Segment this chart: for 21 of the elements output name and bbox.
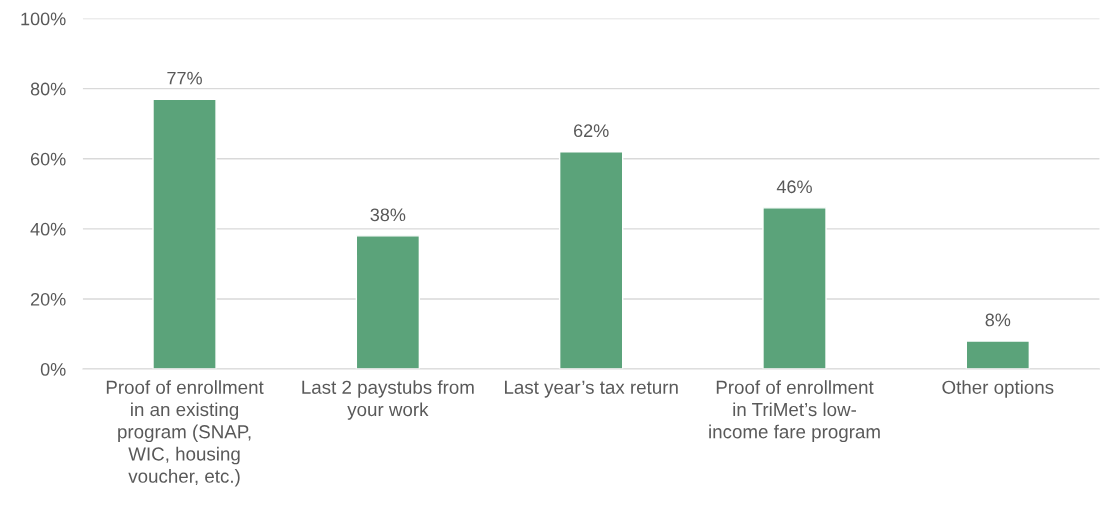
- y-tick-label: 80%: [30, 82, 66, 96]
- x-tick-label: Other options: [942, 380, 1054, 398]
- data-label: 46%: [776, 180, 812, 194]
- x-tick-label: Proof of enrollment in an existing program (SNAP, WIC, housing voucher, etc.): [106, 380, 264, 487]
- data-label: 77%: [167, 71, 202, 85]
- bar: [152, 98, 217, 370]
- data-label: 8%: [985, 313, 1011, 327]
- y-tick-label: 40%: [30, 222, 66, 236]
- bar: [558, 151, 624, 370]
- bar: [965, 340, 1031, 370]
- y-tick-label: 0%: [40, 362, 66, 376]
- bar: [355, 235, 421, 370]
- y-tick-label: 60%: [30, 152, 66, 166]
- y-tick-label: 20%: [30, 292, 66, 306]
- data-label: 62%: [574, 124, 609, 138]
- y-tick-label: 100%: [21, 12, 66, 26]
- data-label: 38%: [370, 208, 406, 222]
- x-tick-label: Proof of enrollment in TriMet’s low- income fare program: [709, 380, 880, 443]
- bar: [762, 207, 827, 370]
- x-tick-label: Last 2 paystubs from your work: [302, 380, 474, 420]
- x-tick-label: Last year’s tax return: [504, 380, 678, 398]
